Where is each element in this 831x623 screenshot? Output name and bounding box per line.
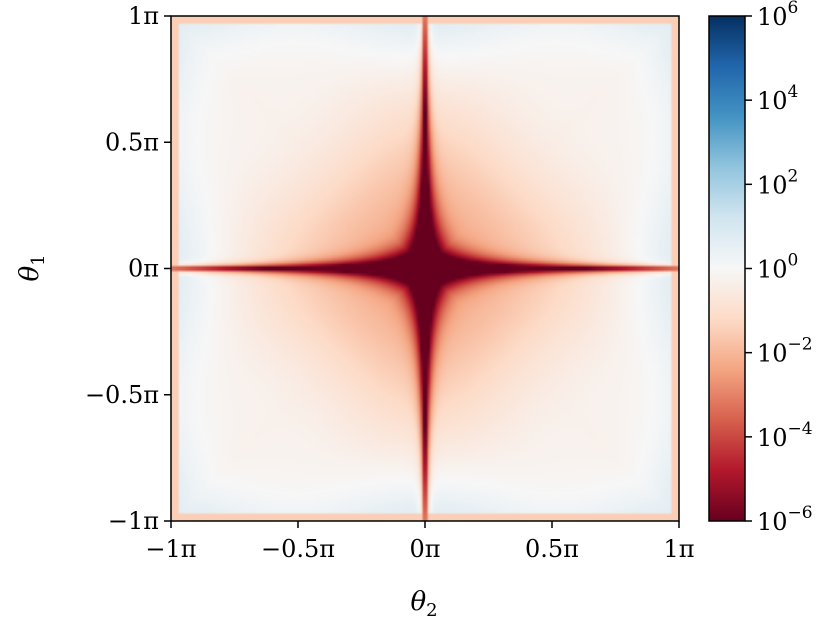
colorbar-tick-label: 10−6 [757,503,813,536]
y-axis-label-group: θ1 [15,254,49,281]
y-axis-label: θ1 [15,254,49,281]
colorbar-gradient [709,16,745,521]
colorbar-tick-label: 100 [757,251,798,284]
y-tick-label: −0.5π [85,381,159,409]
y-tick-label: 0.5π [105,128,159,156]
colorbar-tick-label: 10−4 [757,419,813,452]
y-tick-label: 0π [128,255,159,283]
y-tick-label: 1π [128,2,159,30]
y-tick-label: −1π [108,507,159,535]
colorbar-tick-label: 104 [757,82,798,115]
y-axis-ticks: −1π −0.5π 0π 0.5π 1π [85,2,171,535]
heatmap-plot-area [170,15,680,522]
x-axis-label: θ2 [410,587,437,621]
colorbar-tick-label: 10−2 [757,335,813,368]
x-tick-label: −1π [145,535,196,563]
colorbar: 106 104 102 100 10−2 10−4 10−6 [708,0,813,536]
x-tick-label: 1π [663,535,694,563]
x-tick-label: 0.5π [525,535,579,563]
x-tick-label: −0.5π [261,535,335,563]
x-axis-ticks: −1π −0.5π 0π 0.5π 1π [145,521,695,563]
heatmap-image [171,16,679,521]
colorbar-tick-label: 106 [757,0,798,31]
colorbar-tick-label: 102 [757,166,798,199]
x-tick-label: 0π [409,535,440,563]
